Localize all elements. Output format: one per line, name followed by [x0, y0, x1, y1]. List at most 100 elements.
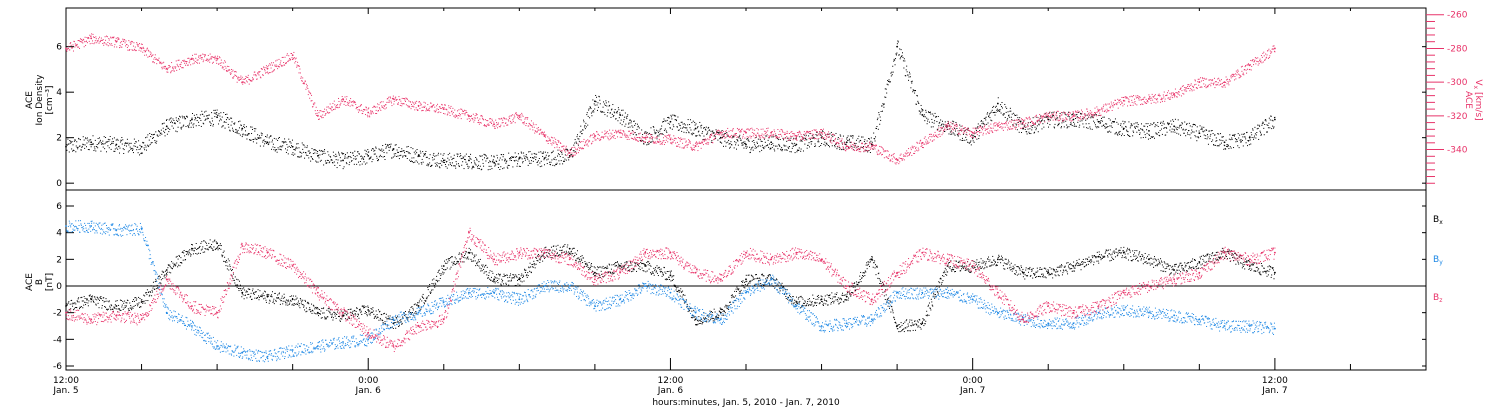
density-dot	[1269, 127, 1271, 129]
velocity-dot	[317, 114, 319, 116]
density-dot	[908, 79, 910, 81]
density-dot	[848, 138, 850, 140]
velocity-dot	[610, 132, 612, 134]
density-dot	[317, 161, 319, 163]
density-dot	[430, 165, 432, 167]
velocity-dot	[642, 137, 644, 139]
density-dot	[828, 144, 830, 146]
velocity-dot	[1104, 111, 1106, 113]
density-dot	[351, 160, 353, 162]
density-dot	[1180, 127, 1182, 129]
velocity-dot	[1078, 117, 1080, 119]
density-dot	[1176, 132, 1178, 134]
density-dot	[1259, 130, 1261, 132]
velocity-dot	[1038, 119, 1040, 121]
density-dot	[969, 141, 971, 143]
density-dot	[1238, 137, 1240, 139]
velocity-dot	[234, 74, 236, 76]
density-dot	[777, 139, 779, 141]
density-dot	[211, 112, 213, 114]
velocity-dot	[237, 77, 239, 79]
density-dot	[130, 142, 132, 144]
velocity-dot	[954, 128, 956, 130]
density-dot	[869, 152, 871, 154]
velocity-dot	[923, 137, 925, 139]
density-dot	[1273, 126, 1275, 128]
density-dot	[122, 139, 124, 141]
density-dot	[954, 127, 956, 129]
velocity-dot	[509, 118, 511, 120]
velocity-dot	[716, 133, 718, 135]
density-dot	[271, 148, 273, 150]
density-dot	[377, 160, 379, 162]
density-dot	[414, 153, 416, 155]
velocity-dot	[915, 147, 917, 149]
velocity-dot	[191, 58, 193, 60]
velocity-dot	[1007, 126, 1009, 128]
velocity-dot	[587, 139, 589, 141]
density-dot	[199, 117, 201, 119]
velocity-dot	[365, 106, 367, 108]
density-dot	[364, 156, 366, 158]
velocity-dot	[940, 127, 942, 129]
velocity-dot	[968, 129, 970, 131]
velocity-dot	[723, 135, 725, 137]
density-dot	[79, 145, 81, 147]
velocity-dot	[606, 132, 608, 134]
velocity-dot	[337, 104, 339, 106]
velocity-dot	[411, 105, 413, 107]
density-dot	[675, 119, 677, 121]
density-dot	[860, 140, 862, 142]
density-dot	[596, 104, 598, 106]
velocity-dot	[1084, 113, 1086, 115]
density-dot	[203, 115, 205, 117]
velocity-dot	[616, 131, 618, 133]
velocity-dot	[743, 130, 745, 132]
ion-density-label-line3: [cm⁻³]	[45, 85, 55, 114]
velocity-dot	[988, 132, 990, 134]
density-dot	[727, 135, 729, 137]
velocity-dot	[898, 163, 900, 165]
density-dot	[702, 139, 704, 141]
density-dot	[225, 119, 227, 121]
density-dot	[1184, 129, 1186, 131]
density-dot	[97, 147, 99, 149]
density-dot	[436, 162, 438, 164]
velocity-dot	[648, 141, 650, 143]
density-dot	[557, 149, 559, 151]
density-dot	[899, 58, 901, 60]
density-point	[593, 100, 596, 103]
density-dot	[591, 111, 593, 113]
velocity-dot	[209, 61, 211, 63]
velocity-dot	[907, 152, 909, 154]
velocity-dot	[146, 47, 148, 49]
density-dot	[759, 139, 761, 141]
velocity-dot	[239, 78, 241, 80]
velocity-dot	[236, 75, 238, 77]
density-point	[1173, 125, 1176, 128]
velocity-dot	[1005, 121, 1007, 123]
density-dot	[621, 124, 623, 126]
velocity-dot	[597, 133, 599, 135]
density-dot	[761, 149, 763, 151]
density-dot	[548, 155, 550, 157]
velocity-dot	[575, 148, 577, 150]
density-dot	[1157, 121, 1159, 123]
density-dot	[1057, 125, 1059, 127]
velocity-dot	[990, 123, 992, 125]
velocity-dot	[746, 136, 748, 138]
density-dot	[96, 146, 98, 148]
velocity-dot	[696, 141, 698, 143]
density-dot	[823, 143, 825, 145]
density-dot	[742, 144, 744, 146]
velocity-dot	[429, 106, 431, 108]
velocity-dot	[484, 119, 486, 121]
velocity-dot	[864, 144, 866, 146]
density-dot	[1026, 133, 1028, 135]
velocity-dot	[404, 100, 406, 102]
density-dot	[1251, 136, 1253, 138]
velocity-dot	[803, 131, 805, 133]
density-dot	[362, 157, 364, 159]
velocity-dot	[336, 106, 338, 108]
density-dot	[511, 156, 513, 158]
